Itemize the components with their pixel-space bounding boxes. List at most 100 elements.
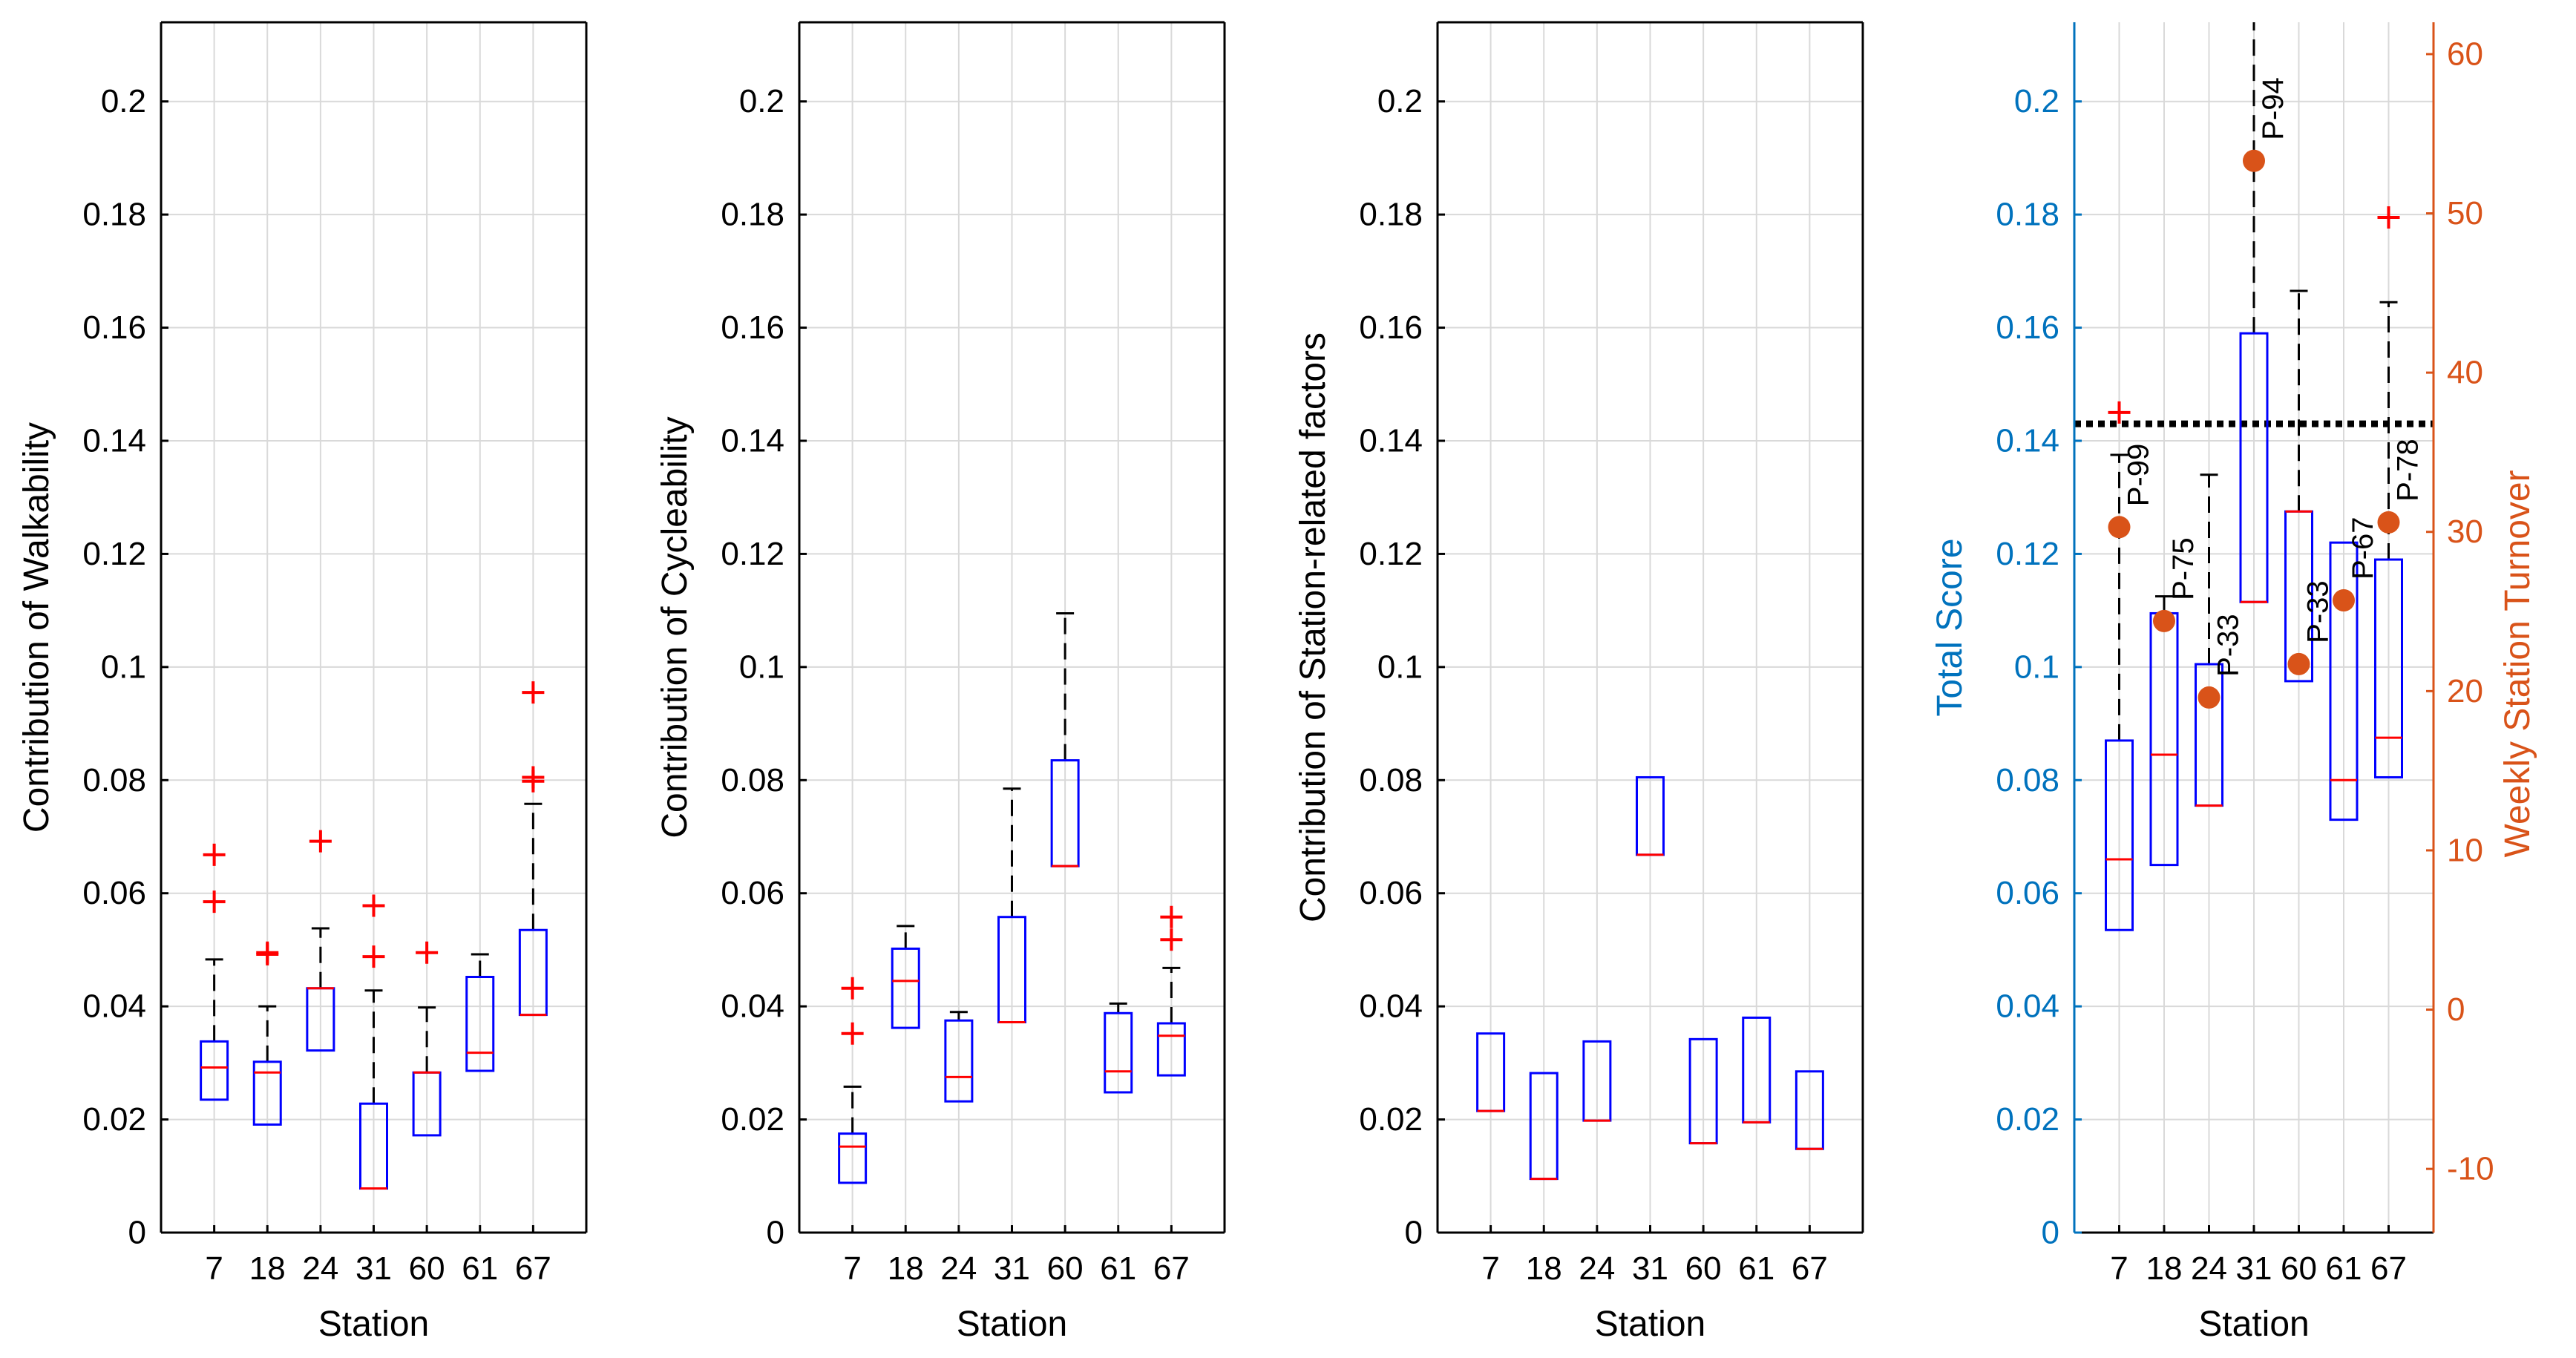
box-station-24	[944, 1011, 974, 1103]
x-tick-label: 18	[2146, 1250, 2183, 1287]
x-tick-label: 24	[940, 1250, 977, 1287]
turnover-point-station-60	[2287, 652, 2310, 675]
y-tick-label: 0.12	[721, 536, 784, 572]
outlier-marker	[522, 681, 545, 704]
y-tick-label: 0.04	[1359, 988, 1423, 1025]
y2-tick-label: 40	[2447, 355, 2483, 391]
box-station-31	[2239, 22, 2269, 603]
iqr-box	[465, 976, 495, 1072]
turnover-point-station-18	[2153, 609, 2175, 632]
box-station-60	[412, 941, 442, 1137]
y-tick-label: 0.04	[82, 988, 146, 1025]
x-tick-label: 18	[1526, 1250, 1562, 1287]
x-tick-label: 60	[409, 1250, 445, 1287]
y-tick-label: 0.1	[2014, 649, 2059, 685]
walkability-boxplot-panel: 0 0.02 0.04 0.06 0.08 0.1 0.12 0.14 0.16 0.18 0.2 7…	[17, 21, 588, 1344]
box-station-7	[2105, 401, 2134, 931]
outlier-marker	[841, 977, 864, 1000]
y-tick-label: 0.16	[82, 309, 146, 346]
y-tick-label: 0.08	[1359, 762, 1423, 798]
box-station-60	[1050, 611, 1080, 867]
box-station-31	[1636, 775, 1665, 856]
y-tick-label: 0.1	[101, 649, 146, 685]
x-tick-label: 67	[1153, 1250, 1190, 1287]
iqr-box	[944, 1019, 974, 1103]
box-station-18	[891, 925, 920, 1029]
y-tick-label: 0.06	[1359, 875, 1423, 911]
y-tick-label: 0.04	[721, 988, 784, 1025]
y-tick-label: 0.08	[82, 762, 146, 798]
turnover-point-station-7	[2108, 516, 2131, 539]
y-tick-label: 0.16	[721, 309, 784, 346]
axes: 0 0.02 0.04 0.06 0.08 0.1 0.12 0.14 0.16 0.18 0.2 -…	[1930, 22, 2537, 1344]
iqr-box	[2105, 739, 2134, 931]
x-tick-label: 7	[1481, 1250, 1499, 1287]
axes: 0 0.02 0.04 0.06 0.08 0.1 0.12 0.14 0.16 0.18 0.2 7…	[1294, 21, 1864, 1344]
y-tick-label: 0	[767, 1215, 784, 1251]
y2-tick-label: 10	[2447, 832, 2483, 868]
box-station-67	[2374, 206, 2403, 778]
x-tick-label: 67	[515, 1250, 551, 1287]
x-tick-label: 7	[843, 1250, 861, 1287]
box-station-60	[2284, 289, 2313, 683]
y2-tick-label: 0	[2447, 991, 2465, 1028]
station-factors-boxplot-panel: 0 0.02 0.04 0.06 0.08 0.1 0.12 0.14 0.16 0.18 0.2 7…	[1294, 21, 1864, 1344]
x-tick-label: 31	[355, 1250, 392, 1287]
percentile-label: P-33	[2212, 614, 2245, 677]
cycleability-boxplot-panel: 0 0.02 0.04 0.06 0.08 0.1 0.12 0.14 0.16 0.18 0.2 7…	[655, 21, 1226, 1344]
x-tick-label: 18	[888, 1250, 924, 1287]
y-axis-label: Contribution of Walkability	[17, 422, 56, 833]
axes: 0 0.02 0.04 0.06 0.08 0.1 0.12 0.14 0.16 0.18 0.2 7…	[655, 21, 1226, 1344]
x-tick-label: 67	[1792, 1250, 1828, 1287]
y-tick-label: 0.2	[101, 83, 146, 119]
x-tick-label: 61	[1100, 1250, 1136, 1287]
y-tick-label: 0.14	[1996, 422, 2059, 459]
y2-axis-label: Weekly Station Turnover	[2498, 470, 2537, 857]
iqr-box	[200, 1040, 229, 1101]
x-tick-label: 61	[462, 1250, 498, 1287]
y-tick-label: 0.02	[1996, 1101, 2059, 1138]
y-tick-label: 0.18	[1359, 197, 1423, 233]
y-tick-label: 0	[1405, 1215, 1423, 1251]
outlier-marker	[362, 894, 385, 917]
box-station-67	[1795, 1070, 1824, 1150]
box-station-24	[2195, 473, 2223, 807]
grid	[799, 22, 1225, 1233]
outlier-marker	[522, 766, 545, 789]
turnover-point-station-67	[2377, 511, 2400, 534]
box-station-7	[1476, 1032, 1506, 1112]
outlier-marker	[416, 941, 439, 964]
percentile-label: P-78	[2392, 439, 2425, 502]
y-tick-label: 0.14	[721, 422, 784, 459]
y2-tick-label: 60	[2447, 36, 2483, 72]
x-tick-label: 31	[1632, 1250, 1668, 1287]
y2-tick-label: -10	[2447, 1151, 2494, 1187]
box-station-24	[306, 830, 335, 1052]
x-tick-label: 24	[1579, 1250, 1615, 1287]
y-axis-label: Total Score	[1930, 538, 1970, 716]
box-station-31	[359, 894, 388, 1190]
y-tick-label: 0.06	[721, 875, 784, 911]
y-tick-label: 0.14	[82, 422, 146, 459]
outlier-marker	[309, 830, 332, 853]
y2-tick-label: 20	[2447, 673, 2483, 709]
y-tick-label: 0.06	[82, 875, 146, 911]
outlier-marker	[203, 890, 226, 913]
y-tick-label: 0.1	[739, 649, 784, 685]
outlier-marker	[256, 941, 279, 964]
outlier-marker	[2377, 206, 2400, 229]
y-tick-label: 0.02	[82, 1101, 146, 1138]
iqr-box	[2329, 541, 2359, 821]
turnover-point-station-61	[2333, 589, 2355, 612]
grid	[1438, 22, 1863, 1233]
x-tick-label: 60	[2281, 1250, 2317, 1287]
y-tick-label: 0.1	[1377, 649, 1423, 685]
box-station-61	[1104, 1002, 1133, 1094]
box-station-18	[252, 941, 282, 1126]
y2-tick-label: 30	[2447, 514, 2483, 550]
outlier-marker	[2108, 401, 2131, 424]
percentile-label: P-33	[2302, 580, 2335, 643]
y-tick-label: 0.2	[739, 83, 784, 119]
box-station-18	[1529, 1072, 1559, 1181]
y-tick-label: 0.16	[1996, 309, 2059, 346]
